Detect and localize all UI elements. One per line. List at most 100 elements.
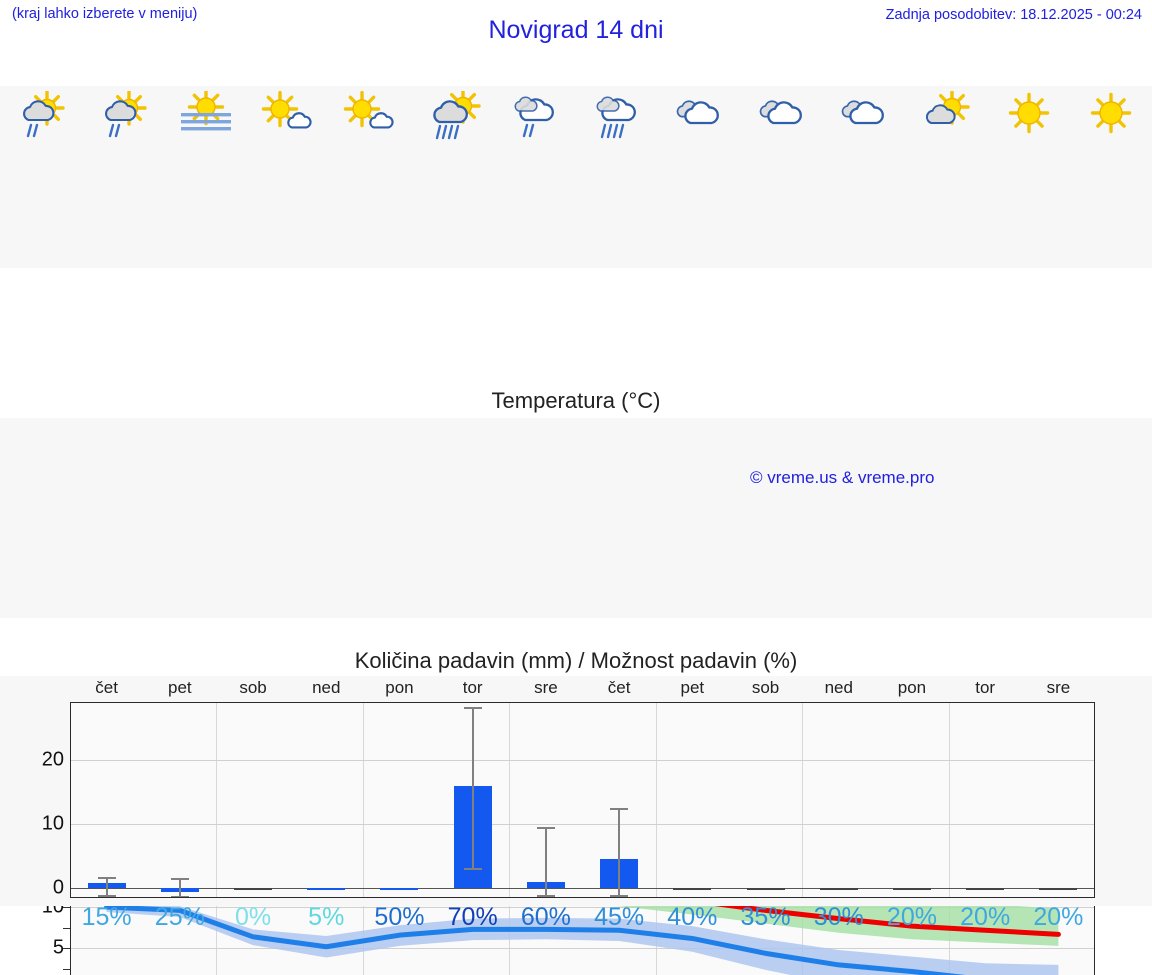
- last-update-text: Zadnja posodobitev: 18.12.2025 - 00:24: [885, 7, 1142, 23]
- day-column-6[interactable]: [411, 86, 493, 268]
- sun-cloud-rain-icon: [93, 91, 153, 141]
- error-whisker: [544, 826, 547, 896]
- precipitation-bar: [673, 888, 712, 891]
- error-whisker-cap-low: [610, 895, 629, 898]
- vertical-gridline: [362, 702, 364, 898]
- precip-day-label: tor: [975, 678, 996, 697]
- error-whisker-cap-high: [610, 808, 629, 811]
- gridline-10: [70, 824, 1095, 826]
- cloud-heavy-rain-icon: [587, 91, 647, 141]
- precipitation-probability: 20%: [960, 903, 1011, 931]
- precipitation-chart-title: Količina padavin (mm) / Možnost padavin …: [0, 648, 1152, 674]
- gridline-10: [70, 907, 1095, 909]
- cloud-icon: [834, 91, 894, 141]
- error-whisker: [178, 878, 181, 897]
- precip-day-label: pet: [680, 678, 705, 697]
- precipitation-bar: [1039, 888, 1078, 891]
- day-column-8[interactable]: [576, 86, 658, 268]
- precipitation-plot: 0 10 20: [42, 702, 1095, 899]
- precip-day-label: ned: [824, 678, 853, 697]
- location-hint: (kraj lahko izberete v meniju): [12, 6, 198, 22]
- day-column-10[interactable]: [741, 86, 823, 268]
- precipitation-probability: 15%: [81, 903, 132, 931]
- precip-day-label: pon: [897, 678, 927, 697]
- gridline-0: [70, 888, 1095, 890]
- precipitation-bar: [234, 888, 273, 891]
- page-header: (kraj lahko izberete v meniju) Novigrad …: [0, 0, 1152, 68]
- precipitation-probability: 5%: [308, 903, 345, 931]
- axis-tickmark: [63, 927, 70, 929]
- error-whisker-cap-low: [97, 894, 116, 897]
- daily-forecast-strip: [0, 86, 1152, 268]
- day-column-13[interactable]: [987, 86, 1069, 268]
- sun-cloud-icon: [916, 91, 976, 141]
- copyright-notice: © vreme.us & vreme.pro: [750, 468, 935, 487]
- sun-cloud-heavy-rain-icon: [423, 91, 483, 141]
- day-column-1[interactable]: [0, 86, 82, 268]
- sun-small-cloud-icon: [258, 91, 318, 141]
- precipitation-bar: [892, 888, 931, 891]
- day-column-14[interactable]: [1070, 86, 1152, 268]
- error-whisker-cap-low: [170, 896, 189, 899]
- error-whisker: [105, 876, 108, 895]
- y-axis-tick: 20: [41, 748, 64, 771]
- day-column-5[interactable]: [329, 86, 411, 268]
- axis-tickmark: [63, 907, 70, 909]
- error-whisker-cap-low: [463, 867, 482, 870]
- day-column-11[interactable]: [823, 86, 905, 268]
- error-whisker-cap-low: [536, 895, 555, 898]
- precip-day-label: sre: [534, 678, 558, 697]
- precipitation-probability: 0%: [234, 903, 272, 931]
- error-whisker-cap-high: [97, 876, 116, 879]
- vertical-gridline: [948, 702, 950, 898]
- y-axis-tick: 10: [41, 812, 64, 835]
- error-whisker-cap-high: [463, 707, 482, 710]
- precipitation-probability: 50%: [374, 903, 425, 931]
- day-column-9[interactable]: [658, 86, 740, 268]
- gridline-20: [70, 759, 1095, 761]
- precip-day-label: sob: [239, 678, 267, 697]
- precipitation-probability: 20%: [1033, 903, 1084, 931]
- y-axis-tick: 5: [52, 936, 64, 959]
- vertical-gridline: [655, 702, 657, 898]
- precipitation-chart-area: čet pet sob ned pon tor sre čet pet sob ned pon tor s…: [0, 676, 1152, 931]
- precipitation-bar: [307, 888, 346, 891]
- precipitation-bar: [966, 888, 1005, 891]
- precip-day-label: ned: [312, 678, 341, 697]
- sun-cloud-rain-icon: [11, 91, 71, 141]
- day-column-12[interactable]: [905, 86, 987, 268]
- uncertainty-band-min: [106, 905, 1059, 975]
- gridline-5: [70, 948, 1095, 950]
- axis-tickmark: [63, 948, 70, 950]
- sun-fog-icon: [176, 91, 236, 141]
- temperature-chart-title: Temperatura (°C): [0, 388, 1152, 414]
- sun-small-cloud-icon: [340, 91, 400, 141]
- precipitation-probability: 20%: [886, 903, 937, 931]
- precip-day-label: sre: [1046, 678, 1071, 697]
- precipitation-bar: [746, 888, 785, 891]
- error-whisker-cap-high: [170, 878, 189, 881]
- precipitation-probability: 25%: [154, 903, 205, 931]
- precipitation-probability: 35%: [740, 903, 791, 931]
- precipitation-probability: 60%: [520, 903, 571, 931]
- precip-day-label: sob: [751, 678, 780, 697]
- day-column-7[interactable]: [494, 86, 576, 268]
- precipitation-probability: 30%: [813, 903, 864, 931]
- cloud-rain-icon: [505, 91, 565, 141]
- error-whisker: [618, 808, 621, 896]
- precipitation-bar: [380, 888, 419, 891]
- precipitation-probability: 40%: [667, 903, 718, 931]
- precip-day-label: čet: [95, 678, 118, 697]
- y-axis-tick: 0: [52, 876, 64, 899]
- precipitation-bar: [819, 888, 858, 891]
- vertical-gridline: [802, 702, 804, 898]
- precip-day-label: tor: [462, 678, 483, 697]
- temperature-chart-area: 051015© vreme.us & vreme.pro: [0, 418, 1152, 975]
- sun-icon: [1081, 91, 1141, 141]
- page-title: Novigrad 14 dni: [488, 16, 664, 44]
- day-column-2[interactable]: [82, 86, 164, 268]
- precipitation-probability: 70%: [447, 903, 498, 931]
- day-column-4[interactable]: [247, 86, 329, 268]
- day-column-3[interactable]: [165, 86, 247, 268]
- temperature-line-min: [104, 904, 966, 975]
